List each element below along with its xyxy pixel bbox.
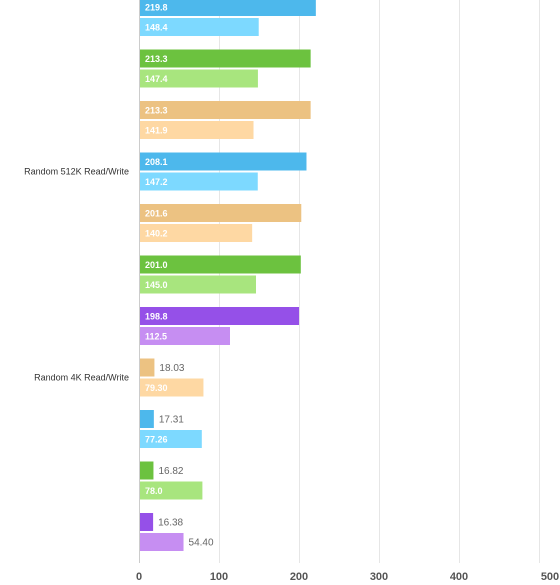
data-label: 77.26 (145, 435, 168, 445)
tick-label: 500 (541, 571, 559, 583)
data-label: 147.4 (145, 74, 168, 84)
bar (140, 327, 230, 345)
data-label: 112.5 (145, 332, 167, 342)
data-label: 18.03 (159, 363, 184, 374)
data-label: 16.82 (158, 466, 183, 477)
data-label: 198.8 (145, 312, 168, 322)
tick-label: 200 (290, 571, 308, 583)
bar (140, 0, 316, 16)
data-label: 17.31 (159, 415, 184, 426)
data-label: 141.9 (145, 126, 168, 136)
data-label: 213.3 (145, 54, 168, 64)
bar (140, 121, 254, 139)
bar (140, 49, 311, 68)
bar (140, 461, 154, 480)
category-label: Random 512K Read/Write (24, 167, 129, 177)
bar (140, 69, 258, 88)
data-label: 201.0 (145, 260, 168, 270)
bar (140, 172, 258, 191)
bar (140, 255, 301, 274)
bar (140, 307, 300, 325)
data-label: 54.40 (189, 538, 214, 549)
tick-label: 0 (136, 571, 142, 583)
bar (140, 430, 202, 448)
data-label: 213.3 (145, 106, 168, 116)
tick-label: 300 (370, 571, 388, 583)
tick-label: 400 (450, 571, 468, 583)
bar (140, 410, 154, 428)
bar (140, 101, 311, 119)
bar (140, 481, 203, 500)
bar (140, 358, 155, 377)
data-label: 148.4 (145, 23, 168, 33)
bar (140, 224, 253, 242)
bar (140, 513, 154, 531)
bar (140, 533, 184, 551)
data-label: 147.2 (145, 177, 168, 187)
data-label: 201.6 (145, 209, 168, 219)
bar (140, 18, 259, 36)
data-label: 208.1 (145, 157, 168, 167)
data-label: 145.0 (145, 280, 168, 290)
category-label: Random 4K Read/Write (34, 373, 129, 383)
bar (140, 275, 256, 294)
data-label: 16.38 (158, 518, 183, 529)
bar (140, 204, 302, 222)
data-label: 140.2 (145, 229, 168, 239)
bar (140, 378, 204, 397)
data-label: 219.8 (145, 3, 168, 13)
data-label: 79.30 (145, 383, 168, 393)
data-label: 78.0 (145, 486, 163, 496)
bar (140, 152, 307, 171)
tick-label: 100 (210, 571, 228, 583)
